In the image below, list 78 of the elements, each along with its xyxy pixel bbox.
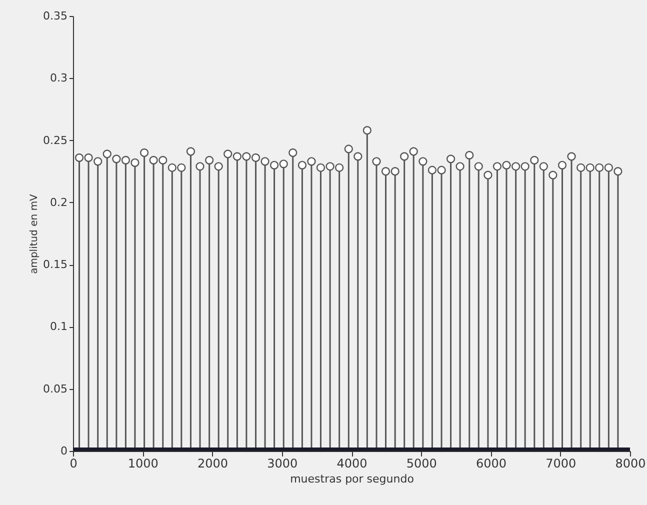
point — [428, 166, 437, 174]
point — [260, 157, 270, 166]
point — [288, 148, 298, 158]
y-tick-label: 0.15 — [43, 258, 68, 272]
point — [409, 147, 418, 156]
point — [326, 162, 334, 171]
x-tick-label: 5000 — [406, 456, 437, 470]
point — [74, 153, 84, 162]
point — [502, 160, 511, 170]
x-tick-label: 6000 — [476, 456, 507, 470]
point — [372, 157, 381, 166]
y-axis-title: amplitud en mV — [29, 194, 40, 274]
point — [214, 162, 223, 171]
y-tick-label: 0.35 — [43, 10, 68, 22]
point — [316, 163, 326, 172]
point — [177, 163, 186, 172]
point — [381, 167, 390, 176]
point — [251, 153, 260, 162]
point — [437, 166, 446, 174]
y-tick-label: 0.05 — [43, 382, 68, 396]
y-tick-label: 0 — [60, 444, 68, 458]
point — [344, 144, 353, 154]
x-axis-title: muestras por segundo — [290, 472, 414, 486]
point — [307, 157, 316, 166]
point — [279, 160, 288, 168]
x-tick-label: 8000 — [615, 456, 646, 470]
x-tick-label: 7000 — [546, 456, 576, 470]
point — [446, 154, 456, 164]
point — [140, 148, 149, 158]
point — [567, 152, 576, 161]
point — [474, 162, 483, 171]
y-tick-label: 0.3 — [50, 72, 68, 85]
point — [242, 152, 251, 161]
point — [205, 156, 214, 164]
x-tick-label: 2000 — [197, 456, 228, 470]
x-tick-label: 4000 — [336, 456, 368, 470]
point — [548, 170, 558, 180]
y-tick-label: 0.1 — [50, 320, 68, 334]
point — [270, 160, 279, 170]
point — [595, 163, 604, 172]
point — [158, 156, 168, 164]
point — [335, 163, 344, 172]
point — [94, 157, 102, 166]
point — [492, 162, 502, 171]
point — [558, 160, 567, 170]
point — [520, 162, 530, 171]
x-tick-label: 0 — [70, 456, 78, 470]
point — [586, 163, 594, 172]
point — [168, 163, 176, 172]
point — [400, 152, 409, 161]
point — [130, 158, 140, 167]
point — [298, 160, 307, 170]
point — [112, 154, 121, 164]
point — [224, 150, 232, 158]
point — [362, 126, 372, 135]
point — [614, 167, 622, 176]
point — [149, 156, 158, 164]
x-tick-label: 1000 — [128, 456, 158, 470]
point — [576, 163, 586, 172]
point — [121, 156, 130, 164]
point — [390, 167, 400, 176]
point — [354, 152, 362, 161]
x-tick-label: 3000 — [267, 456, 298, 470]
point — [418, 157, 428, 166]
point — [484, 170, 492, 180]
point — [512, 162, 520, 171]
y-tick-label: 0.25 — [43, 134, 68, 147]
point — [84, 153, 93, 162]
point — [102, 150, 112, 158]
point — [186, 147, 196, 156]
point — [456, 162, 464, 171]
point — [196, 162, 204, 171]
point — [539, 162, 548, 171]
point — [232, 152, 242, 161]
point — [604, 163, 614, 172]
y-tick-label: 0.2 — [50, 196, 68, 209]
point — [530, 156, 539, 164]
point — [465, 150, 474, 160]
